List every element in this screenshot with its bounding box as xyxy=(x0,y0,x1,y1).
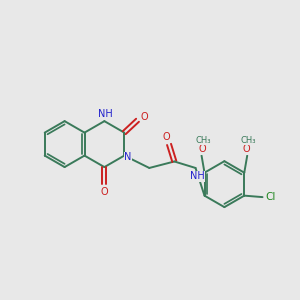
Text: CH₃: CH₃ xyxy=(195,136,211,145)
Text: O: O xyxy=(100,187,108,196)
Text: O: O xyxy=(163,132,170,142)
Text: O: O xyxy=(198,144,206,154)
Text: CH₃: CH₃ xyxy=(240,136,256,145)
Text: N: N xyxy=(124,152,131,162)
Text: Cl: Cl xyxy=(266,192,276,202)
Text: O: O xyxy=(140,112,148,122)
Text: NH: NH xyxy=(190,171,204,181)
Text: NH: NH xyxy=(98,109,113,119)
Text: O: O xyxy=(243,144,250,154)
